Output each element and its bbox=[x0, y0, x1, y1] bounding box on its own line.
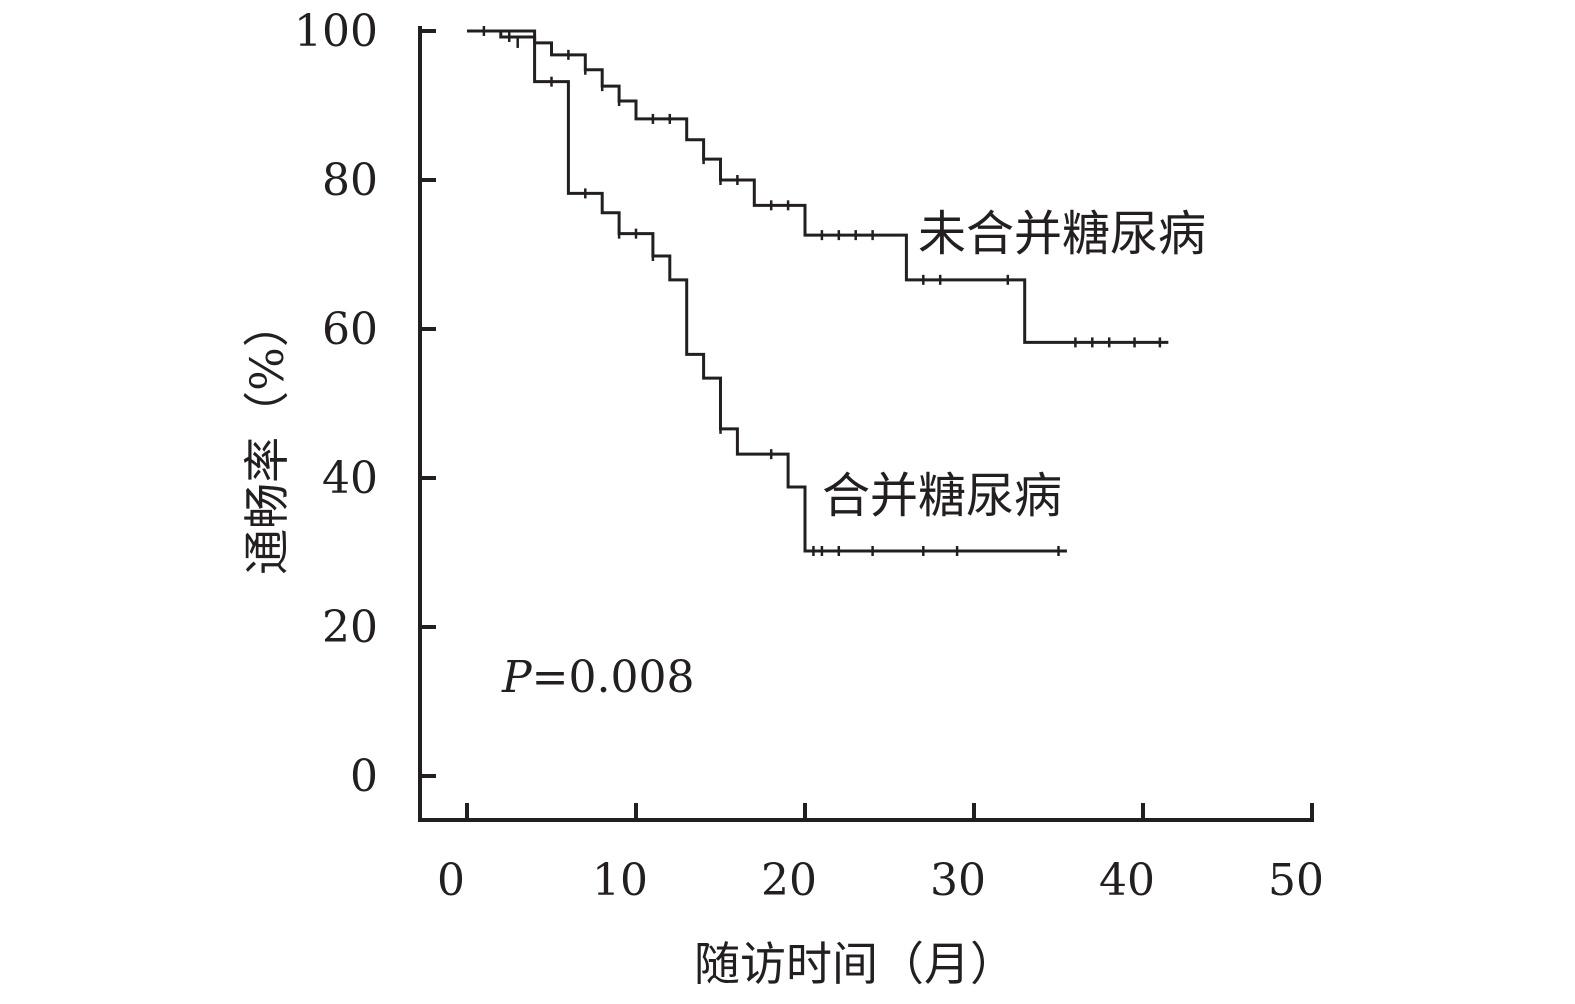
x-tick-label: 40 bbox=[1099, 855, 1155, 906]
p-value-annotation: P=0.008 bbox=[501, 652, 694, 703]
y-tick-label: 20 bbox=[322, 602, 378, 653]
series-line-1 bbox=[467, 29, 1169, 344]
x-tick-label: 20 bbox=[761, 855, 817, 906]
series-label-no-diabetes: 未合并糖尿病 bbox=[918, 206, 1206, 262]
x-tick-label: 50 bbox=[1268, 855, 1324, 906]
series-lines bbox=[467, 26, 1169, 557]
y-tick-label: 80 bbox=[322, 155, 378, 206]
series-label-diabetes: 合并糖尿病 bbox=[822, 468, 1062, 524]
axis-ticks: 0 20 40 60 80 100 0 10 20 30 40 50 bbox=[294, 6, 1324, 906]
x-tick-label: 0 bbox=[437, 855, 465, 906]
y-tick-label: 60 bbox=[322, 304, 378, 355]
x-tick-label: 10 bbox=[592, 855, 648, 906]
y-axis-title: 通畅率（%） bbox=[240, 301, 294, 575]
y-tick-label: 40 bbox=[322, 453, 378, 504]
p-value-prefix: P bbox=[501, 652, 533, 703]
x-axis-title: 随访时间（月） bbox=[694, 937, 1016, 991]
y-tick-label: 0 bbox=[350, 751, 378, 802]
y-tick-label: 100 bbox=[294, 6, 378, 57]
chart-labels: 未合并糖尿病 合并糖尿病 P=0.008 随访时间（月） 通畅率（%） bbox=[240, 206, 1206, 991]
series-line-2 bbox=[467, 29, 1067, 553]
axes bbox=[418, 26, 1314, 822]
p-value-number: =0.008 bbox=[532, 652, 695, 703]
x-tick-label: 30 bbox=[930, 855, 986, 906]
